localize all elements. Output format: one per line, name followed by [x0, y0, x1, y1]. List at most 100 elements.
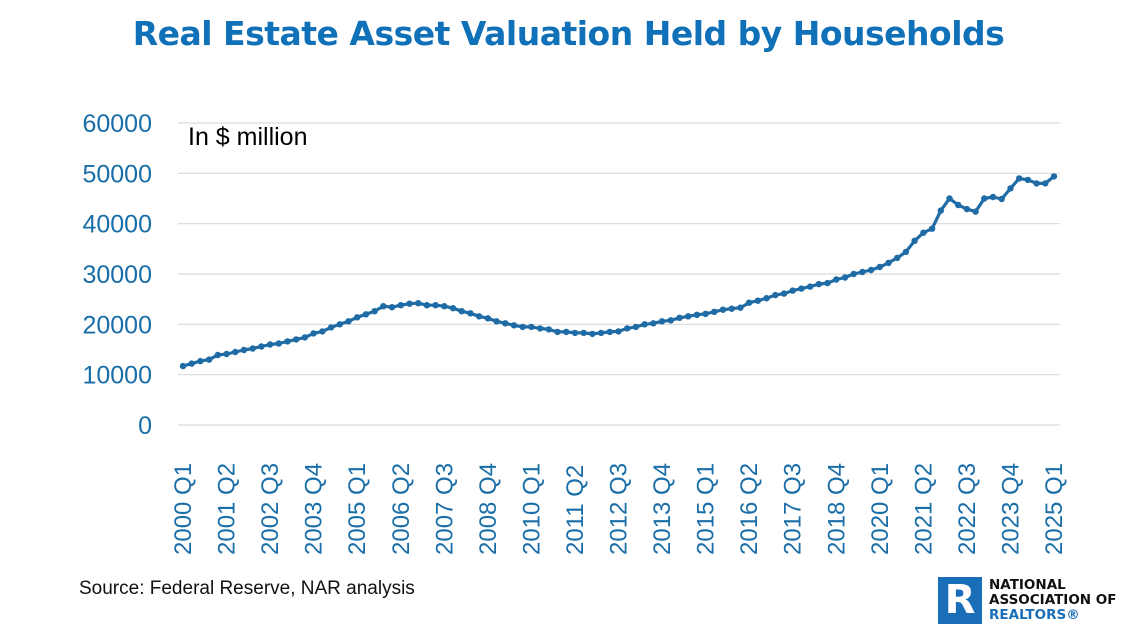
data-point: [301, 334, 309, 341]
data-point: [676, 314, 683, 321]
data-point: [745, 299, 753, 306]
data-point: [327, 324, 335, 331]
data-point: [955, 201, 962, 209]
data-point: [693, 311, 701, 318]
x-tick-label: 2018 Q4: [823, 463, 850, 555]
data-point: [423, 302, 431, 309]
data-point: [597, 329, 605, 337]
data-point: [885, 259, 892, 267]
x-tick-label: 2011 Q2: [562, 465, 589, 555]
source-note: Source: Federal Reserve, NAR analysis: [79, 578, 415, 599]
data-point: [449, 305, 457, 312]
data-point: [197, 357, 204, 365]
gridlines: [178, 122, 1060, 426]
data-point: [894, 254, 901, 262]
y-tick-label: 30000: [82, 261, 152, 289]
x-tick-label: 2006 Q2: [388, 463, 415, 555]
data-point: [519, 323, 526, 331]
x-tick-label: 2017 Q3: [780, 463, 807, 555]
data-point: [859, 268, 866, 276]
x-tick-label: 2002 Q3: [257, 463, 284, 555]
data-point: [205, 356, 213, 363]
data-series: [179, 173, 1058, 370]
data-point: [780, 290, 788, 297]
data-point: [824, 279, 831, 287]
data-point: [833, 276, 840, 283]
data-point: [589, 330, 596, 338]
data-point: [1042, 180, 1049, 187]
data-point: [937, 207, 944, 214]
data-point: [920, 229, 927, 236]
logo-text: NATIONAL ASSOCIATION OF REALTORS®: [989, 578, 1117, 623]
data-point: [502, 320, 509, 327]
data-point: [606, 328, 613, 336]
chart-title: Real Estate Asset Valuation Held by Hous…: [132, 14, 1005, 53]
data-point: [354, 314, 361, 321]
data-point: [214, 351, 221, 359]
data-point: [406, 300, 413, 307]
logo-line-3: REALTORS®: [989, 607, 1080, 623]
nar-logo: R NATIONAL ASSOCIATION OF REALTORS®: [938, 577, 1133, 627]
data-point: [850, 270, 857, 278]
data-point: [310, 330, 317, 337]
data-point: [284, 338, 291, 345]
x-tick-label: 2005 Q1: [344, 463, 371, 555]
data-point: [719, 306, 727, 313]
data-point: [711, 308, 718, 315]
data-point: [493, 318, 500, 325]
data-point: [702, 310, 709, 317]
data-point: [981, 195, 988, 202]
y-tick-label: 20000: [82, 311, 152, 339]
y-tick-label: 50000: [82, 160, 152, 188]
x-tick-label: 2015 Q1: [693, 463, 720, 555]
data-point: [223, 350, 230, 358]
data-point: [763, 295, 770, 302]
data-point: [188, 360, 195, 367]
data-point: [667, 317, 674, 324]
data-point: [972, 208, 979, 215]
data-point: [371, 308, 378, 315]
data-point: [388, 304, 396, 311]
x-tick-label: 2010 Q1: [518, 463, 545, 555]
realtor-r-logo-icon: R: [938, 577, 982, 624]
data-point: [658, 318, 666, 325]
data-point: [571, 329, 579, 337]
data-point: [806, 283, 814, 290]
data-point: [580, 329, 587, 337]
data-point: [798, 285, 805, 292]
x-tick-label: 2016 Q2: [736, 463, 763, 555]
data-point: [397, 302, 404, 309]
logo-line-2: ASSOCIATION OF: [989, 592, 1117, 608]
x-tick-label: 2021 Q2: [910, 463, 937, 555]
data-point: [946, 195, 953, 202]
x-tick-label: 2020 Q1: [867, 463, 894, 555]
data-point: [867, 266, 875, 274]
data-point: [632, 323, 640, 331]
x-tick-label: 2003 Q4: [301, 463, 328, 555]
data-point: [1024, 176, 1032, 184]
x-tick-label: 2022 Q3: [954, 463, 981, 555]
x-tick-label: 2025 Q1: [1041, 463, 1068, 555]
y-tick-label: 10000: [82, 362, 152, 390]
data-point: [336, 321, 343, 328]
data-point: [510, 322, 518, 329]
data-point: [554, 328, 561, 336]
data-point: [432, 302, 439, 309]
data-point: [1050, 173, 1058, 180]
data-point: [841, 274, 849, 281]
data-point: [998, 195, 1005, 203]
logo-line-1: NATIONAL: [989, 577, 1066, 593]
data-point: [232, 348, 239, 356]
data-point: [876, 263, 883, 271]
data-point: [545, 326, 552, 333]
y-axis-ticks: 0 10000 20000 30000 40000 50000 60000: [82, 110, 152, 440]
series-line: [182, 175, 1056, 368]
data-point: [789, 287, 796, 294]
data-point: [737, 304, 744, 311]
data-point: [475, 313, 483, 320]
data-point: [1033, 180, 1040, 187]
data-point: [362, 311, 370, 318]
data-point: [728, 305, 735, 312]
data-point: [266, 341, 274, 348]
data-point: [911, 237, 918, 244]
